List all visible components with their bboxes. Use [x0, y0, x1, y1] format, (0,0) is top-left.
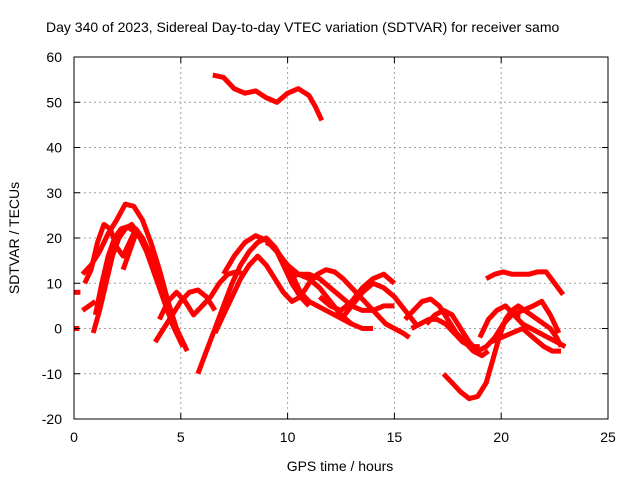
x-tick-label: 20 [493, 429, 509, 445]
grid-lines [74, 57, 608, 419]
x-tick-label: 0 [70, 429, 78, 445]
series-track-14 [317, 271, 397, 313]
x-axis-label: GPS time / hours [287, 458, 394, 474]
y-tick-label: 50 [46, 94, 62, 110]
chart-title: Day 340 of 2023, Sidereal Day-to-day VTE… [46, 19, 559, 35]
series-track-15 [339, 280, 418, 326]
y-tick-label: -10 [42, 366, 62, 382]
y-tick-label: -20 [42, 411, 62, 427]
series-track-08 [157, 269, 246, 321]
y-tick-label: 10 [46, 275, 62, 291]
y-tick-label: 0 [54, 321, 62, 337]
x-tick-label: 5 [177, 429, 185, 445]
series-track-22 [510, 298, 562, 335]
axis-ticks [73, 56, 609, 420]
series-track-13 [286, 271, 395, 313]
series-track-12 [265, 240, 353, 327]
y-tick-label: 60 [46, 49, 62, 65]
x-tick-label: 15 [387, 429, 403, 445]
x-tick-label: 10 [280, 429, 296, 445]
series-track-19 [441, 303, 564, 402]
series-track-26 [81, 299, 97, 313]
series-track-07 [153, 287, 218, 344]
series-track-20 [477, 303, 567, 349]
series-track-23 [485, 269, 566, 297]
series-track-10 [212, 253, 411, 340]
series-track-01 [212, 72, 325, 122]
series-track-05 [82, 221, 154, 285]
y-axis-label: SDTVAR / TECUs [6, 182, 22, 294]
series-track-17 [410, 316, 480, 350]
y-tick-label: 20 [46, 230, 62, 246]
series-track-21 [489, 326, 561, 354]
y-tick-label: 40 [46, 140, 62, 156]
data-series [74, 72, 567, 402]
y-tick-label: 30 [46, 185, 62, 201]
x-tick-label: 25 [600, 429, 616, 445]
tick-labels: 0 5 10 15 20 25 -20 -10 0 10 20 30 40 50 60 [42, 49, 616, 445]
